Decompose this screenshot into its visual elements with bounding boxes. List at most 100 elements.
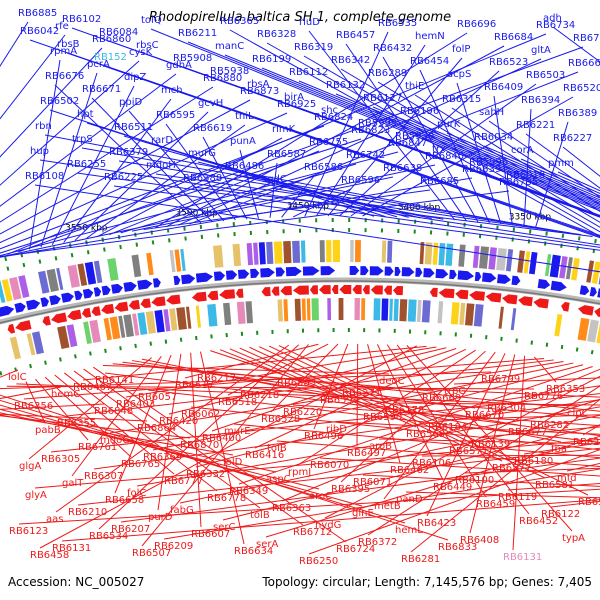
- plus-connector-line: [39, 159, 600, 246]
- plus-gene-label: RB6127: [363, 93, 402, 104]
- minus-connector-line: [249, 346, 460, 445]
- minus-strand-feature: [485, 292, 502, 303]
- minus-strand-feature: [469, 290, 485, 301]
- plus-connector-line: [372, 106, 600, 203]
- minus-gene-label: RB6062: [181, 409, 220, 420]
- cog-plus-ring: [38, 270, 50, 294]
- cog-minus-ring: [459, 302, 466, 326]
- cog-minus-ring: [361, 298, 366, 321]
- minus-connector-line: [93, 366, 347, 543]
- cog-plus-ring: [565, 257, 573, 280]
- minus-connector-line: [276, 440, 600, 467]
- minus-gene-label: lolC: [8, 372, 27, 383]
- plus-strand-feature: [111, 283, 123, 294]
- minus-connector-line: [25, 381, 46, 424]
- minus-gene-label: RB6217: [197, 373, 236, 384]
- plus-strand-feature: [40, 297, 49, 308]
- minus-gene-label: RB6724: [336, 544, 375, 555]
- cog-plus-ring: [438, 243, 446, 266]
- plus-connector-line: [0, 190, 510, 258]
- cog-plus-ring: [570, 257, 580, 281]
- minus-tick-ring: [29, 363, 32, 369]
- plus-gene-label: RB6824: [314, 112, 353, 123]
- cog-minus-ring: [389, 298, 393, 321]
- plus-connector-line: [523, 108, 532, 227]
- minus-strand-feature: [438, 288, 455, 299]
- minus-gene-label: panD: [396, 494, 423, 505]
- minus-gene-label: RB6363: [272, 503, 311, 514]
- minus-connector-line: [362, 474, 600, 487]
- minus-strand-feature: [219, 289, 236, 299]
- plus-strand-feature: [589, 286, 597, 297]
- minus-connector-line: [82, 345, 427, 381]
- cog-plus-ring: [445, 243, 454, 266]
- plus-gene-label: RB6225: [104, 172, 143, 183]
- plus-gene-label: punA: [230, 136, 256, 147]
- cog-minus-ring: [89, 319, 101, 343]
- cog-plus-ring: [432, 242, 439, 265]
- minus-connector-line: [18, 488, 600, 525]
- cog-plus-ring: [180, 248, 186, 272]
- minus-gene-label: RB6131: [52, 543, 91, 554]
- cog-minus-ring: [421, 300, 431, 323]
- cog-plus-ring: [424, 242, 433, 265]
- plus-tick-ring: [135, 242, 139, 247]
- minus-gene-label: mdoG: [100, 435, 130, 446]
- minus-connector-line: [453, 377, 600, 385]
- cog-minus-ring: [473, 304, 484, 327]
- minus-gene-label: RB6400: [202, 433, 241, 444]
- plus-connector-line: [18, 46, 584, 253]
- plus-gene-label: gltA: [531, 45, 551, 56]
- plus-connector-line: [34, 184, 600, 273]
- minus-connector-line: [340, 350, 486, 483]
- plus-connector-line: [86, 124, 246, 239]
- minus-gene-label: serA: [256, 539, 278, 550]
- plus-strand-feature: [497, 274, 511, 284]
- plus-strand-feature: [181, 274, 196, 285]
- plus-tick-ring: [151, 240, 155, 245]
- minus-gene-label: RB6057: [138, 392, 177, 403]
- cog-plus-ring: [169, 250, 176, 273]
- plus-gene-label: hemN: [415, 31, 445, 42]
- plus-strand-feature: [579, 285, 590, 296]
- plus-connector-line: [0, 73, 177, 207]
- minus-gene-label: RB6594: [320, 395, 359, 406]
- minus-connector-line: [367, 344, 401, 464]
- plus-connector-line: [189, 71, 579, 225]
- minus-connector-line: [184, 343, 319, 379]
- plus-strand-feature: [537, 278, 551, 289]
- minus-gene-label: RB6305: [41, 454, 80, 465]
- minus-connector-line: [523, 442, 600, 455]
- plus-strand-feature: [82, 288, 94, 299]
- minus-gene-label: aas: [46, 514, 63, 525]
- cog-plus-ring: [488, 247, 497, 270]
- cog-minus-ring: [554, 313, 563, 337]
- cog-plus-ring: [549, 254, 561, 278]
- plus-gene-label: RB6661: [568, 58, 600, 69]
- minus-gene-label: glnE: [352, 508, 374, 519]
- minus-strand-feature: [362, 285, 370, 295]
- minus-gene-label: RB6528: [261, 414, 300, 425]
- minus-connector-line: [405, 491, 600, 499]
- minus-connector-line: [496, 385, 600, 402]
- minus-connector-line: [0, 399, 406, 524]
- plus-gene-label: RB6619: [193, 123, 232, 134]
- minus-gene-label: RB6452: [519, 516, 558, 527]
- cog-minus-ring: [277, 299, 283, 322]
- plus-gene-label: RB6388: [183, 173, 222, 184]
- cog-minus-ring: [145, 311, 156, 334]
- minus-connector-line: [0, 403, 105, 410]
- cog-minus-ring: [26, 333, 36, 356]
- plus-connector-line: [40, 72, 98, 248]
- minus-gene-label: RB6210: [68, 507, 107, 518]
- cog-minus-ring: [185, 306, 192, 329]
- minus-gene-label: RB6449: [433, 482, 472, 493]
- minus-connector-line: [410, 398, 600, 553]
- plus-gene-label: RB6771: [573, 33, 600, 44]
- plus-connector-line: [414, 94, 600, 212]
- minus-connector-line: [308, 449, 600, 555]
- minus-tick-ring: [89, 351, 92, 356]
- plus-connector-line: [315, 44, 426, 217]
- cog-minus-ring: [577, 317, 590, 341]
- cog-minus-ring: [381, 298, 389, 321]
